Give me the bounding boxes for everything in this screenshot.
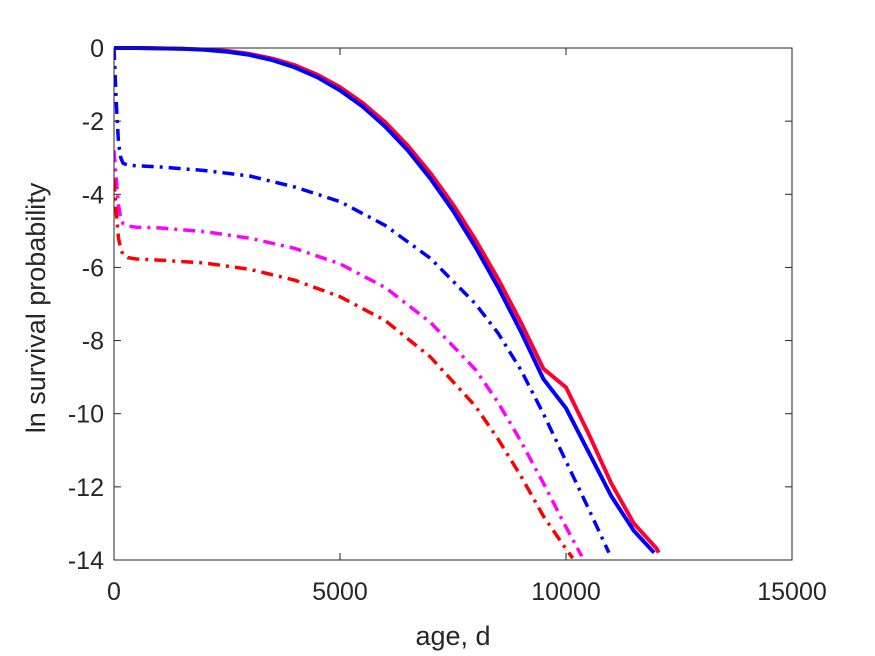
series-line-3	[114, 47, 611, 554]
y-tick-label: -4	[82, 181, 104, 209]
series-line-2	[114, 46, 656, 555]
y-axis-label: ln survival probability	[21, 182, 51, 433]
y-tick-label: -10	[68, 401, 104, 429]
series-line-4	[114, 150, 584, 558]
tick-layer: 0 5000 10000 15000 0 -2 -4 -6 -8 -10 -12 -14	[68, 35, 827, 606]
y-tick-label: -8	[82, 328, 104, 356]
y-tick-label: -6	[82, 254, 104, 282]
plot-frame	[113, 47, 793, 561]
x-axis-label: age, d	[415, 621, 490, 651]
y-tick-label: -12	[68, 474, 104, 502]
y-tick-label: 0	[90, 35, 104, 63]
y-tick-label: -14	[68, 547, 104, 575]
x-tick-label: 15000	[757, 578, 827, 606]
x-tick-label: 0	[107, 578, 121, 606]
y-tick-label: -2	[82, 108, 104, 136]
x-tick-label: 5000	[312, 578, 368, 606]
series-layer	[114, 46, 661, 560]
x-tick-label: 10000	[531, 578, 601, 606]
series-line-5	[114, 179, 575, 560]
